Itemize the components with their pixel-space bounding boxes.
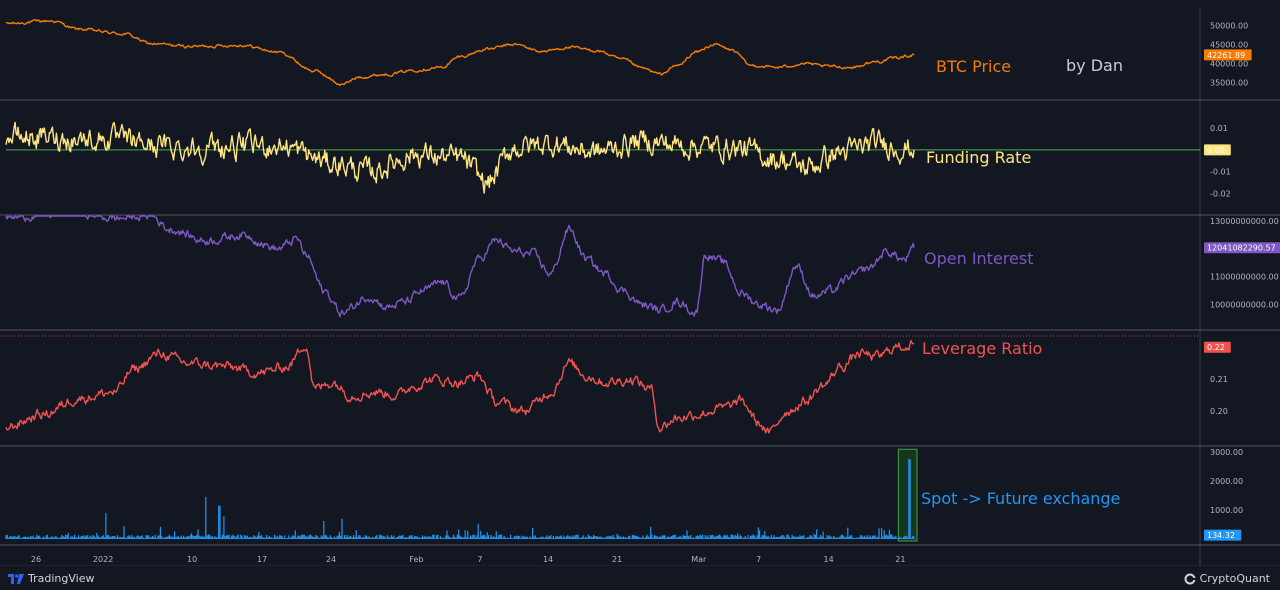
axis-tick-label: 0.20 <box>1210 407 1228 416</box>
series-line <box>5 215 915 318</box>
axis-tick-label: 13000000000.00 <box>1210 217 1279 226</box>
axis-tick-label: 10000000000.00 <box>1210 301 1279 310</box>
axis-tick-label: 0.01 <box>1210 124 1228 133</box>
last-value-badge: 0.00 <box>1204 144 1231 156</box>
cryptoquant-icon <box>1184 573 1196 584</box>
series-line <box>5 339 915 434</box>
time-tick-label: Mar <box>691 555 707 564</box>
axis-tick-label: 35000.00 <box>1210 79 1248 88</box>
tradingview-label: TradingView <box>28 572 95 585</box>
last-value-label: 0.22 <box>1207 343 1225 352</box>
time-tick-label: 21 <box>612 555 622 564</box>
time-axis: 26 2022 10 17 24 Feb 7 14 21 Mar 7 14 21 <box>31 555 906 564</box>
pane-btc-price: 50000.00 45000.00 40000.00 35000.00 42261.89… <box>5 18 1252 88</box>
series-bars <box>5 459 915 539</box>
last-value-badge: 42261.89 <box>1204 49 1252 61</box>
series-label: Spot -> Future exchange <box>921 489 1120 508</box>
time-tick-label: 7 <box>477 555 482 564</box>
series-line <box>5 121 915 194</box>
axis-tick-label: -0.02 <box>1210 190 1231 199</box>
last-value-badge: 0.22 <box>1204 341 1231 353</box>
time-tick-label: 21 <box>895 555 905 564</box>
pane-spot-future-exchange: 3000.00 2000.00 1000.00 134.32 Spot -> Futur… <box>5 448 1243 542</box>
axis-tick-label: 1000.00 <box>1210 506 1243 515</box>
time-tick-label: 17 <box>257 555 267 564</box>
series-label: BTC Price <box>936 57 1011 76</box>
time-tick-label: 10 <box>187 555 197 564</box>
axis-tick-label: 0.21 <box>1210 375 1228 384</box>
axis-tick-label: -0.01 <box>1210 168 1231 177</box>
series-label: Open Interest <box>924 249 1033 268</box>
footer-bar: TradingView CryptoQuant <box>0 566 1280 590</box>
axis-tick-label: 11000000000.00 <box>1210 273 1279 282</box>
time-tick-label: 24 <box>326 555 336 564</box>
axis-tick-label: 2000.00 <box>1210 477 1243 486</box>
highlight-box <box>897 448 918 542</box>
cryptoquant-logo[interactable]: CryptoQuant <box>1184 572 1270 585</box>
last-value-badge: 134.32 <box>1204 529 1242 541</box>
axis-tick-label: 50000.00 <box>1210 21 1248 30</box>
tradingview-logo[interactable]: TradingView <box>8 572 94 585</box>
time-tick-label: Feb <box>409 555 423 564</box>
time-tick-label: 7 <box>756 555 761 564</box>
time-tick-label: 14 <box>543 555 553 564</box>
pane-open-interest: 13000000000.0012000000000.0011000000000.… <box>5 215 1280 318</box>
axis-tick-label: 45000.00 <box>1210 40 1248 49</box>
series-label: Funding Rate <box>926 148 1031 167</box>
cryptoquant-label: CryptoQuant <box>1199 572 1270 585</box>
last-value-label: 42261.89 <box>1207 51 1245 60</box>
time-tick-label: 2022 <box>93 555 113 564</box>
last-value-label: 0.00 <box>1207 146 1225 155</box>
series-line <box>5 18 915 87</box>
axis-tick-label: 40000.00 <box>1210 60 1248 69</box>
tradingview-icon <box>8 573 24 584</box>
last-value-label: 12041082290.57 <box>1207 244 1276 253</box>
axis-tick-label: 3000.00 <box>1210 448 1243 457</box>
last-value-badge: 12041082290.57 <box>1204 242 1280 254</box>
watermark: by Dan <box>1066 56 1123 75</box>
last-value-label: 134.32 <box>1207 531 1235 540</box>
time-tick-label: 14 <box>824 555 834 564</box>
series-label: Leverage Ratio <box>922 339 1042 358</box>
time-tick-label: 26 <box>31 555 41 564</box>
